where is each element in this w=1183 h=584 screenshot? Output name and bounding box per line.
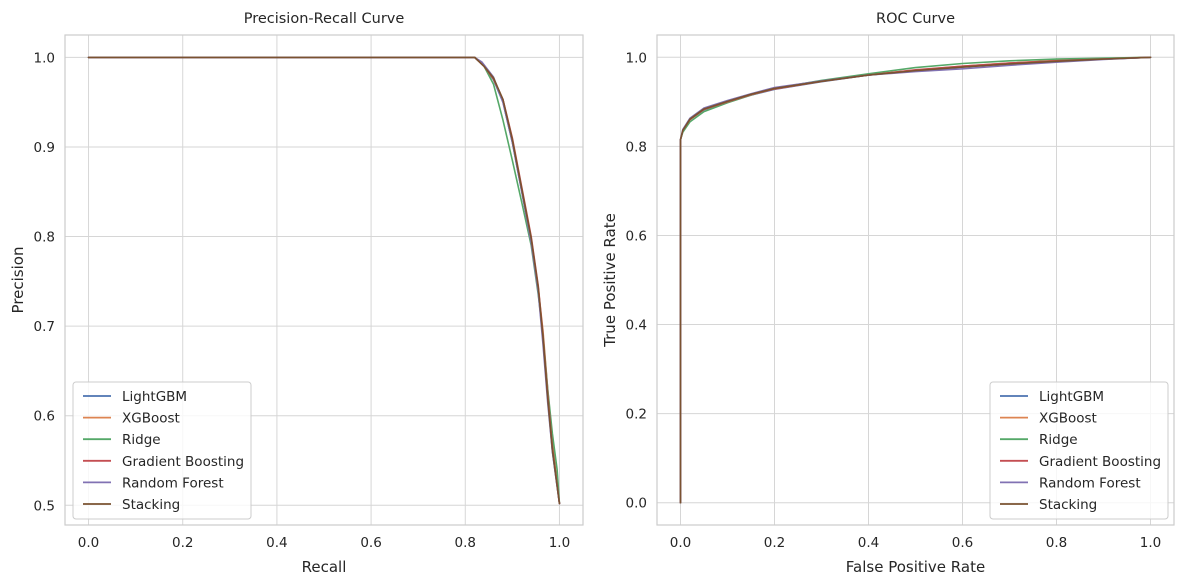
roc-x-tick-label: 0.0 [670,535,691,551]
pr-x-tick-label: 1.0 [549,535,570,551]
roc-legend-label-xgboost: XGBoost [1039,411,1097,427]
roc-y-tick-label: 0.2 [626,407,647,423]
roc-legend-label-stacking: Stacking [1039,497,1097,513]
pr-x-tick-label: 0.0 [78,535,99,551]
pr-x-tick-label: 0.8 [455,535,476,551]
pr-legend-label-gradient-boosting: Gradient Boosting [122,454,244,470]
pr-y-axis-label: Precision [9,247,27,314]
roc-y-tick-label: 0.8 [626,139,647,155]
roc-legend: LightGBM XGBoost Ridge Gradient Boosting Ran… [989,381,1169,520]
roc-y-tick-label: 0.6 [626,228,647,244]
roc-x-axis-label: False Positive Rate [846,558,985,576]
pr-y-tick-label: 0.6 [34,409,55,425]
pr-series-line-stacking [87,56,561,505]
pr-x-axis-label: Recall [302,558,347,576]
pr-y-tick-label: 0.7 [34,319,55,335]
roc-chart-title: ROC Curve [876,11,955,27]
pr-y-tick-label: 0.8 [34,230,55,246]
pr-legend-label-xgboost: XGBoost [122,411,180,427]
pr-series-line-ridge [87,56,561,505]
roc-y-axis-label: True Positive Rate [601,213,619,348]
pr-x-tick-label: 0.4 [266,535,287,551]
roc-x-tick-label: 0.8 [1046,535,1067,551]
pr-y-tick-label: 0.5 [34,498,55,514]
pr-axes-frame [64,34,584,526]
pr-chart-title: Precision-Recall Curve [244,11,405,27]
pr-y-tick-label: 0.9 [34,140,55,156]
roc-series-line-stacking [679,56,1152,504]
pr-legend: LightGBM XGBoost Ridge Gradient Boosting Ran… [72,381,252,520]
pr-chart: 0.0 0.2 0.4 0.6 0.8 1.0 0.5 0.6 0.7 0.8 0.9 1.0 Prec… [9,11,584,576]
pr-legend-label-stacking: Stacking [122,497,180,513]
pr-legend-label-random-forest: Random Forest [122,475,224,491]
pr-legend-box [72,381,252,520]
roc-x-tick-label: 0.6 [952,535,973,551]
pr-series-group [87,56,561,505]
roc-legend-label-ridge: Ridge [1039,432,1078,448]
pr-x-tick-label: 0.2 [172,535,193,551]
roc-legend-box [989,381,1169,520]
pr-y-tick-label: 1.0 [34,50,55,66]
roc-y-tick-label: 1.0 [626,50,647,66]
roc-legend-label-gradient-boosting: Gradient Boosting [1039,454,1161,470]
roc-legend-label-random-forest: Random Forest [1039,475,1141,491]
pr-legend-label-ridge: Ridge [122,432,161,448]
roc-x-tick-label: 0.4 [858,535,879,551]
pr-x-tick-label: 0.6 [360,535,381,551]
pr-legend-label-lightgbm: LightGBM [122,389,187,405]
roc-y-tick-label: 0.0 [626,496,647,512]
roc-y-tick-label: 0.4 [626,318,647,334]
roc-legend-label-lightgbm: LightGBM [1039,389,1104,405]
roc-x-tick-label: 1.0 [1140,535,1161,551]
roc-axes-frame [656,34,1175,526]
roc-chart: 0.0 0.2 0.4 0.6 0.8 1.0 0.0 0.2 0.4 0.6 0.8 1.0 ROC … [601,11,1175,576]
roc-x-tick-label: 0.2 [764,535,785,551]
roc-series-group [679,56,1152,504]
